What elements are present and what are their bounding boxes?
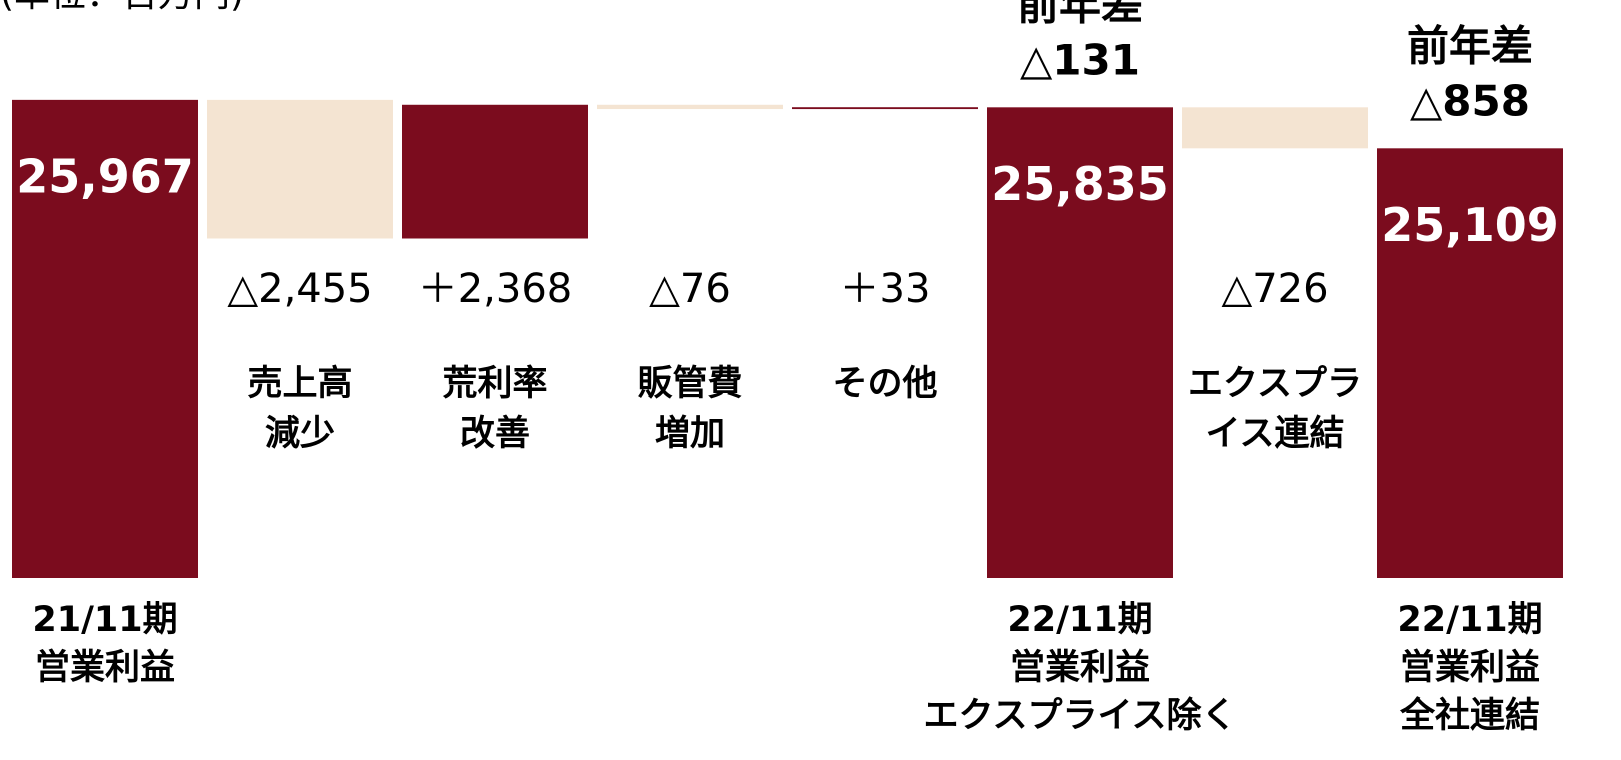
annotation: 前年差△131 (1017, 0, 1143, 84)
bar (792, 107, 978, 110)
value-label: 25,109 (1381, 198, 1559, 252)
value-label: ＋33 (840, 266, 931, 312)
value-label: 25,835 (991, 157, 1169, 211)
bar (12, 99, 198, 579)
category-label: 荒利率改善 (442, 364, 547, 454)
annotation: 前年差△858 (1407, 21, 1533, 125)
bar (987, 107, 1173, 578)
value-label: 25,967 (16, 149, 194, 203)
category-label: その他 (832, 364, 937, 404)
unit-label: (単位：百万円) (0, 0, 244, 15)
value-label: △76 (649, 266, 731, 312)
bar (402, 104, 588, 239)
category-label: エクスプライス連結 (1188, 364, 1362, 454)
value-label: △726 (1221, 266, 1328, 312)
category-label: 22/11期営業利益エクスプライス除く (924, 600, 1237, 736)
bar (597, 104, 783, 110)
category-label: 21/11期営業利益 (32, 600, 177, 688)
bar (1377, 148, 1563, 578)
bar (207, 99, 393, 239)
category-label: 22/11期営業利益全社連結 (1397, 600, 1542, 736)
value-label: ＋2,368 (418, 266, 573, 312)
category-label: 販管費増加 (637, 364, 742, 454)
value-label: △2,455 (227, 266, 372, 312)
category-label: 売上高減少 (247, 364, 352, 454)
bar (1182, 107, 1368, 149)
